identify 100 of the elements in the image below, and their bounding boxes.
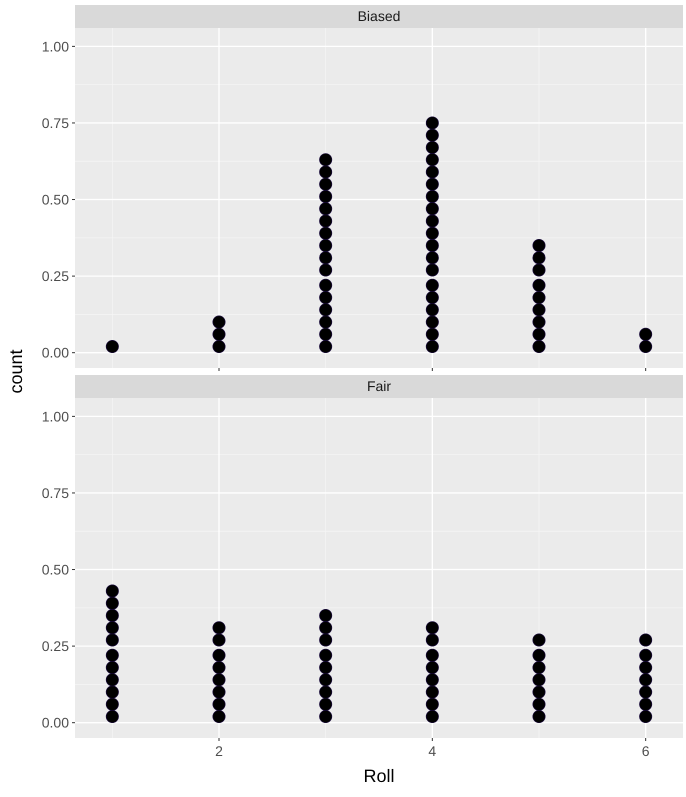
point [319,698,332,711]
point [532,303,546,316]
point [639,686,652,699]
point [639,698,652,711]
point [532,251,546,264]
point [319,316,332,329]
point [212,686,226,699]
point [426,190,439,203]
point [106,608,119,622]
y-tick-label: 0.25 [42,268,70,284]
point [106,633,119,646]
point [106,673,119,686]
point [106,698,119,711]
point [319,214,332,228]
point [319,178,332,191]
point [212,328,226,341]
point [532,673,546,686]
point [319,633,332,646]
point [426,661,439,674]
point [639,661,652,674]
x-tick-label: 6 [642,743,650,759]
point [532,278,546,292]
point [319,340,332,354]
point [212,316,226,329]
point [532,328,546,341]
point [532,291,546,304]
point [426,178,439,191]
point [426,633,439,646]
point [532,686,546,699]
y-tick-label: 0.00 [42,714,70,731]
point [319,153,332,166]
point [212,340,226,354]
point [212,673,226,686]
y-axis-title: count [6,349,26,394]
point [532,263,546,276]
chart-title: Fair [366,378,392,394]
point [106,340,119,354]
point [426,153,439,166]
point [212,710,226,724]
point [319,165,332,178]
y-tick-label: 0.00 [42,344,70,361]
point [532,633,546,646]
point [426,673,439,686]
point [106,661,119,674]
x-tick-label: 4 [428,743,436,759]
point [532,316,546,329]
point [426,340,439,354]
point [319,608,332,622]
point [212,621,226,634]
point [319,303,332,316]
point [319,710,332,724]
point [319,686,332,699]
point [106,686,119,699]
point [426,316,439,329]
point [319,226,332,240]
point [426,698,439,711]
point [532,661,546,674]
point [106,710,119,724]
point [319,673,332,686]
point [319,661,332,674]
point [639,673,652,686]
point [319,263,332,276]
point [426,116,439,130]
point [212,661,226,674]
point [106,621,119,634]
point [426,128,439,142]
point [426,648,439,662]
point [639,633,652,646]
point [426,140,439,154]
point [319,291,332,304]
point [319,328,332,341]
point [106,596,119,610]
point [532,238,546,252]
point [212,698,226,711]
x-axis-title: Roll [363,766,395,786]
point [426,328,439,341]
point [426,686,439,699]
point [532,698,546,711]
y-tick-label: 0.50 [42,191,70,208]
point [532,710,546,724]
y-tick-label: 1.00 [42,38,70,54]
point [212,633,226,646]
y-tick-label: 0.25 [42,638,70,654]
point [426,214,439,228]
point [319,238,332,252]
point [639,710,652,724]
point [319,202,332,216]
y-tick-label: 0.50 [42,561,70,578]
point [532,340,546,354]
point [426,238,439,252]
point [639,648,652,662]
point [319,648,332,662]
point [426,710,439,724]
point [319,621,332,634]
point [426,621,439,634]
point [106,584,119,598]
point [426,263,439,276]
chart-title: Biased [358,8,400,24]
point [426,251,439,264]
point [319,190,332,203]
